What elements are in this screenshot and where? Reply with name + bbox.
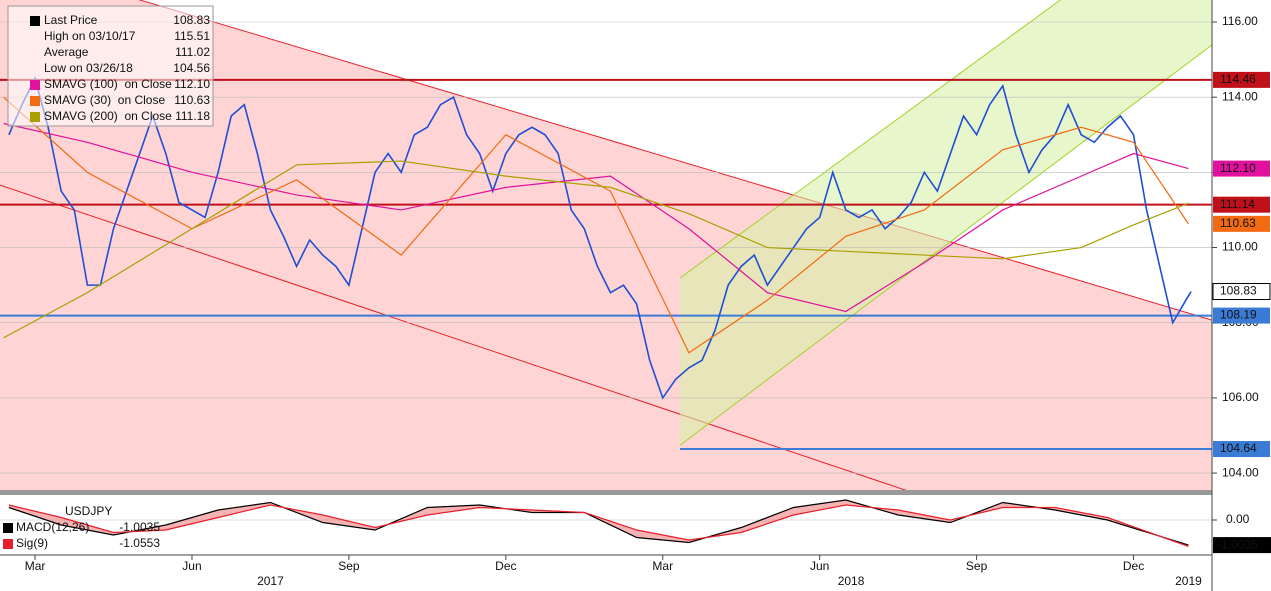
legend-label: MACD(12,26) [16, 520, 89, 534]
legend-label: Sig(9) [16, 536, 48, 550]
legend-value: 108.83 [173, 13, 210, 27]
legend-value: 110.63 [174, 93, 210, 107]
channel-line [0, 184, 907, 490]
x-tick-label: Jun [810, 559, 829, 573]
x-year-label: 2017 [257, 574, 284, 588]
legend-label: High on 03/10/17 [44, 29, 136, 43]
value-tag [1213, 537, 1271, 554]
value-tag [1213, 215, 1270, 232]
level-tag-label: 114.46 [1220, 72, 1256, 86]
legend-swatch [30, 96, 40, 106]
legend-swatch [3, 539, 13, 549]
channel-line [679, 0, 1062, 279]
value-tag-label: 112.10 [1220, 161, 1256, 175]
price-line [3, 160, 1189, 339]
legend-value: 115.51 [174, 29, 210, 43]
y-tick-label: 0.00 [1226, 512, 1250, 526]
price-line [8, 76, 1192, 400]
level-tag-label: 111.14 [1220, 197, 1255, 211]
panel-divider [0, 490, 1212, 495]
x-tick-label: Mar [652, 559, 673, 573]
macd-line [8, 504, 1189, 547]
legend-box [7, 5, 214, 127]
y-tick-label: 106.00 [1222, 390, 1259, 404]
y-tick-label: 116.00 [1222, 14, 1258, 28]
x-tick-label: Dec [1123, 559, 1144, 573]
value-tag-label: -1.0035 [1217, 537, 1258, 551]
x-tick-label: Sep [966, 559, 988, 573]
legend-swatch [3, 523, 13, 533]
value-tag-label: 108.83 [1220, 284, 1257, 298]
legend-label: Average [44, 45, 89, 59]
level-tag [1213, 196, 1270, 213]
legend-label: SMAVG (30) on Close [44, 93, 165, 107]
legend-swatch [30, 112, 40, 122]
legend-label: SMAVG (100) on Close [44, 77, 172, 91]
x-tick-label: Jun [182, 559, 201, 573]
channel-fill [680, 0, 1212, 446]
legend-label: Low on 03/26/18 [44, 61, 133, 75]
legend-value: 112.10 [174, 77, 210, 91]
value-tag [1213, 160, 1270, 177]
y-tick-label: 104.00 [1222, 465, 1259, 479]
legend-label: SMAVG (200) on Close [44, 109, 172, 123]
x-tick-label: Sep [338, 559, 360, 573]
x-year-label: 2019 [1175, 574, 1202, 588]
value-tag [1212, 283, 1271, 301]
legend-swatch [30, 16, 40, 26]
level-tag [1213, 441, 1270, 458]
level-tag-label: 104.64 [1220, 441, 1257, 455]
legend-value: 111.02 [175, 45, 210, 59]
legend-value: -1.0553 [119, 536, 160, 550]
level-tag-label: 108.19 [1220, 308, 1257, 322]
legend-value: 104.56 [173, 61, 210, 75]
price-line [3, 96, 1189, 354]
level-tag [1213, 307, 1270, 324]
legend-label: Last Price [44, 13, 98, 27]
value-tag-label: 110.63 [1220, 216, 1256, 230]
legend-swatch [30, 80, 40, 90]
x-year-label: 2018 [838, 574, 865, 588]
price-line [3, 122, 1189, 313]
y-tick-label: 114.00 [1222, 89, 1258, 103]
legend-value: -1.0035 [119, 520, 160, 534]
channel-line [679, 44, 1212, 446]
panel-title: USDJPY [65, 504, 112, 518]
x-tick-label: Dec [495, 559, 516, 573]
legend-value: 111.18 [175, 109, 210, 123]
y-tick-label: 110.00 [1222, 240, 1258, 254]
level-tag [1213, 71, 1270, 88]
x-tick-label: Mar [25, 559, 46, 573]
channel-fill [0, 0, 1212, 490]
